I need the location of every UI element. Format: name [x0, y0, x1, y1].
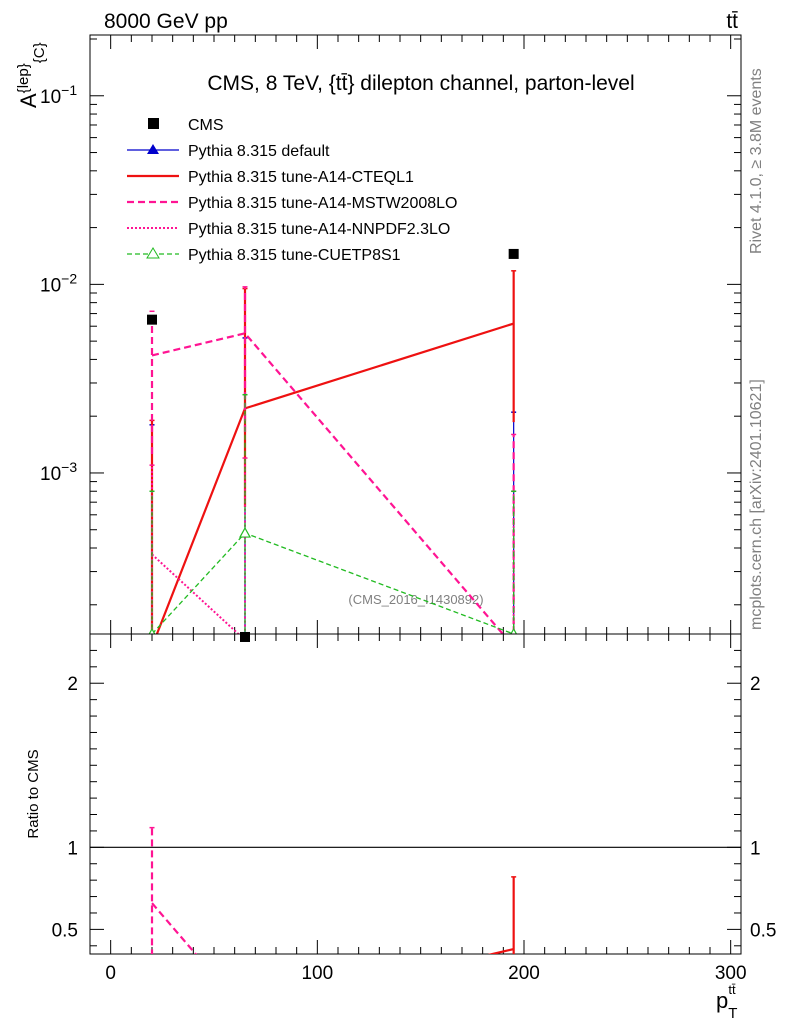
main-series-group: [147, 270, 519, 666]
y-label-sup: {lep}: [15, 63, 32, 93]
y-tick-label: 10−1: [40, 82, 77, 108]
ratio-pythia-8-315-tune-a14-mstw2008lo-line: [151, 902, 198, 954]
legend-pythia-8-315-tune-a14-cteql1-label: Pythia 8.315 tune-A14-CTEQL1: [188, 169, 414, 186]
pythia-8-315-tune-cuetp8s1-line: [151, 532, 514, 634]
ratio-panel-frame: [89, 633, 742, 955]
x-tick-label: 100: [301, 963, 333, 984]
legend: CMS Pythia 8.315 default Pythia 8.315 tune…: [127, 117, 457, 264]
cms-data-point: [240, 631, 250, 642]
rivet-version-label: Rivet 4.1.0, ≥ 3.8M events: [748, 68, 765, 254]
x-tick-label: 200: [508, 963, 540, 984]
beam-label: 8000 GeV pp: [104, 10, 228, 33]
mcplots-credit-label: mcplots.cern.ch [arXiv:2401.10621]: [748, 379, 765, 630]
process-label: tt̄: [726, 10, 738, 33]
cms-data-point: [508, 248, 519, 259]
legend-pythia-8-315-tune-cuetp8s1-label: Pythia 8.315 tune-CUETP8S1: [188, 247, 401, 264]
ratio-y-tick-label-right: 1: [750, 838, 761, 859]
ratio-y-tick-label-left: 0.5: [52, 920, 78, 941]
x-tick-label: 300: [715, 963, 747, 984]
pythia-8-315-default-point: [240, 657, 250, 666]
legend-pythia-8-315-tune-a14-nnpdf2-3lo-label: Pythia 8.315 tune-A14-NNPDF2.3LO: [188, 221, 450, 238]
pythia-8-315-tune-cuetp8s1-point: [238, 526, 252, 538]
main-panel: CMS, 8 TeV, {tt̄} dilepton channel, part…: [15, 34, 742, 666]
cms-data-point: [147, 314, 157, 325]
analysis-watermark: (CMS_2016_I1430892): [348, 592, 483, 607]
legend-pythia-8-315-tune-cuetp8s1-marker: [146, 247, 160, 259]
x-label-sup: tt̄: [728, 982, 736, 997]
ratio-x-ticks: 0 100 200 300: [105, 634, 747, 984]
pythia-8-315-default-point: [509, 657, 519, 666]
y-tick-label: 10−3: [40, 459, 77, 485]
main-y-axis-label: A{lep}{C}: [15, 42, 48, 108]
y-tick-exponent: −1: [61, 82, 77, 98]
main-x-ticks: [110, 35, 732, 634]
y-tick-label: 10−2: [40, 270, 77, 296]
x-tick-label: 0: [105, 963, 116, 984]
ratio-y-tick-label-right: 0.5: [750, 920, 776, 941]
y-label-sub: {C}: [31, 42, 48, 63]
chart-title: CMS, 8 TeV, {tt̄} dilepton channel, part…: [207, 72, 634, 95]
ratio-series-group: [90, 826, 741, 954]
x-label-sub: T: [728, 1005, 737, 1022]
legend-pythia-8-315-default-label: Pythia 8.315 default: [188, 143, 330, 160]
ratio-y-tick-label-left: 1: [67, 838, 78, 859]
legend-cms-label: CMS: [188, 117, 224, 134]
y-tick-exponent: −3: [61, 459, 77, 475]
ratio-y-ticks: 0.5 0.5 1 1 2 2: [52, 649, 776, 947]
ratio-y-axis-label: Ratio to CMS: [25, 749, 42, 838]
main-y-ticks: 10−3 10−2 10−1: [40, 38, 741, 606]
ratio-panel: 0.5 0.5 1 1 2 2 0 100 200 300 Ratio to CMS pTtt̄: [25, 633, 776, 1022]
legend-cms-marker: [148, 118, 159, 129]
x-axis-label: pTtt̄: [716, 982, 737, 1022]
legend-pythia-8-315-tune-a14-mstw2008lo-label: Pythia 8.315 tune-A14-MSTW2008LO: [188, 195, 457, 212]
pythia-8-315-default-point: [147, 657, 157, 666]
x-label-main: p: [716, 988, 728, 1013]
legend-pythia-8-315-default-marker: [147, 144, 159, 154]
pythia-8-315-tune-a14-nnpdf2-3lo-line: [151, 553, 240, 634]
ratio-y-tick-label-right: 2: [750, 674, 761, 695]
y-tick-exponent: −2: [61, 270, 77, 286]
ratio-y-tick-label-left: 2: [67, 674, 78, 695]
y-label-main: A: [16, 93, 41, 108]
cms-markers: [147, 248, 519, 642]
